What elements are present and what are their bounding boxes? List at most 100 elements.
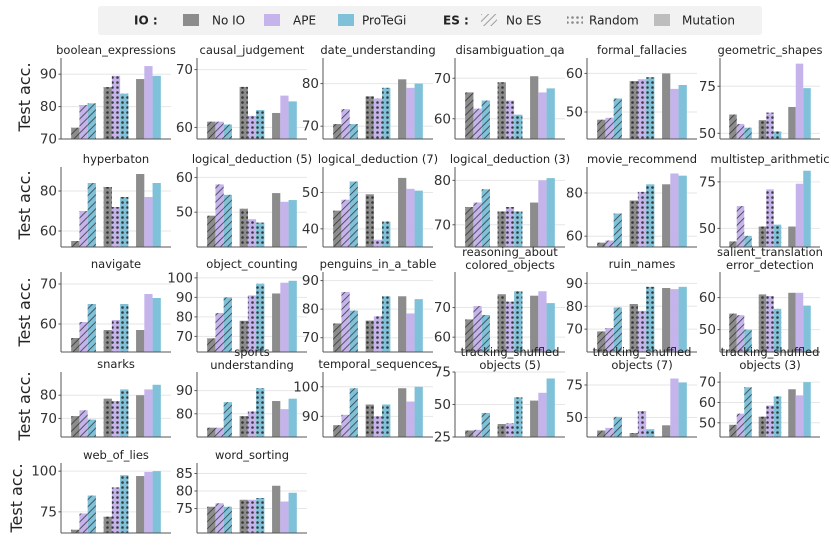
bar-pattern [373, 416, 383, 437]
bar-pattern [71, 127, 80, 139]
bar [670, 88, 679, 139]
bar [406, 87, 415, 139]
bar-pattern [497, 211, 506, 247]
bar [152, 384, 161, 437]
bar-pattern [473, 202, 482, 247]
bar-pattern [605, 240, 614, 247]
bar-pattern [465, 92, 474, 139]
bar-pattern [223, 506, 232, 533]
y-tick-label: 80 [566, 185, 583, 201]
bar-pattern [239, 499, 248, 533]
y-tick-label: 60 [40, 317, 57, 333]
panels: boolean_expressions 70 80 90 causal_judgemen… [31, 43, 830, 534]
y-tick-label: 90 [566, 276, 583, 292]
panel: navigate 60 70 [40, 257, 171, 353]
panel: logical_deduction (3) 70 80 [434, 152, 570, 248]
bar-pattern [111, 320, 121, 352]
panel-title-line: logical_deduction (7) [318, 152, 438, 166]
bar [803, 305, 811, 352]
bar-pattern [207, 427, 216, 437]
panel: reasoning_about colored_objects 60 70 [434, 245, 565, 353]
panel-title-line: salient_translation [717, 245, 823, 259]
bar [280, 95, 289, 139]
bar-pattern [87, 183, 96, 247]
panel-title-line: geometric_shapes [718, 43, 823, 57]
bar [530, 76, 539, 139]
bar-pattern [365, 320, 374, 352]
bar-pattern [382, 296, 391, 352]
legend-swatch-no-es [481, 14, 497, 26]
bar [136, 174, 145, 247]
panel: geometric_shapes 50 75 [699, 43, 823, 142]
bar-pattern [766, 189, 774, 247]
panel-title-line: navigate [91, 257, 141, 271]
bar-pattern [505, 207, 515, 247]
bar [152, 298, 161, 352]
bar [546, 303, 555, 352]
bar [272, 112, 281, 139]
bar-pattern [646, 77, 655, 139]
y-tick-label: 50 [176, 205, 193, 221]
bar-pattern [481, 412, 490, 437]
bar-pattern [247, 411, 257, 437]
y-tick-label: 70 [302, 330, 319, 346]
panel: date_understanding 70 80 [302, 43, 436, 140]
panel-title-line: error_detection [726, 258, 814, 272]
panel-title: web_of_lies [83, 448, 149, 462]
bar [288, 101, 297, 139]
bar-pattern [239, 416, 248, 437]
panel: snarks 70 80 [40, 357, 171, 438]
panel-title: navigate [91, 257, 141, 271]
panel: object_counting 70 80 90 100 [167, 257, 307, 353]
y-tick-label: 90 [302, 273, 319, 289]
y-tick-label: 70 [434, 71, 451, 87]
bar-pattern [497, 424, 506, 437]
bar [662, 184, 671, 247]
bar-pattern [465, 207, 474, 247]
bar [795, 63, 804, 139]
bar-pattern [256, 388, 265, 437]
bar-pattern [514, 211, 523, 247]
bar-pattern [365, 404, 374, 437]
bar [136, 330, 145, 352]
bar-pattern [333, 425, 342, 437]
y-axis-label-row-3: Test acc. [15, 277, 34, 347]
bar [414, 386, 423, 437]
bar [136, 79, 145, 139]
bar-pattern [79, 410, 88, 437]
bar-pattern [629, 81, 638, 139]
bar-pattern [497, 294, 506, 352]
panel-title-line: boolean_expressions [56, 43, 176, 57]
bar-pattern [629, 304, 638, 352]
panel-title: penguins_in_a_table [320, 257, 437, 271]
y-tick-label: 50 [566, 410, 583, 426]
bar-pattern [207, 121, 216, 139]
bar [272, 401, 281, 437]
bar [136, 395, 145, 437]
legend-label-no-es: No ES [506, 14, 541, 28]
panel-title-line: web_of_lies [83, 448, 149, 462]
bar-pattern [773, 224, 782, 247]
panel: causal_judgement 60 70 [176, 43, 307, 140]
bar-pattern [637, 411, 647, 437]
y-tick-label: 75 [699, 79, 716, 95]
legend-es-title: ES : [443, 14, 469, 28]
bar-pattern [481, 314, 490, 352]
bar [398, 296, 407, 352]
bar [272, 485, 281, 533]
bar-pattern [103, 87, 112, 139]
bar [280, 282, 289, 352]
bar-pattern [382, 221, 391, 247]
bar-pattern [111, 75, 121, 139]
y-tick-label: 50 [699, 221, 716, 237]
panel-title-line: hyperbaton [83, 152, 149, 166]
panel-title: multistep_arithmetic [710, 152, 829, 166]
bar-pattern [239, 86, 248, 139]
bar-pattern [341, 414, 350, 437]
panel-title-line: disambiguation_qa [456, 43, 565, 57]
panel-title: movie_recommend [587, 152, 697, 166]
bar [398, 79, 407, 139]
bar [662, 73, 671, 139]
y-tick-label: 85 [176, 466, 193, 482]
bar-pattern [605, 328, 614, 352]
